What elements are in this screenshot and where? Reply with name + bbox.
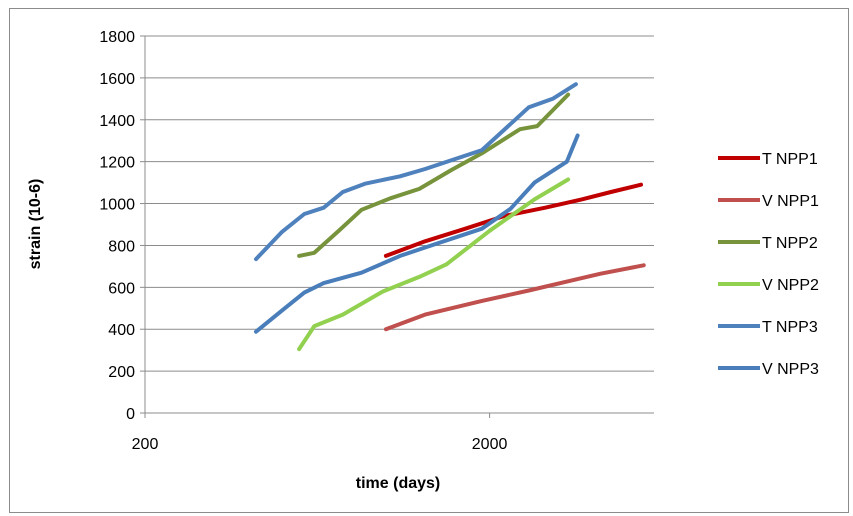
series-line-v-npp1 (383, 263, 646, 332)
legend-label: V NPP1 (762, 193, 819, 210)
y-tick-label: 200 (108, 364, 135, 381)
x-axis-title: time (days) (356, 475, 440, 492)
y-tick-label: 1800 (99, 29, 135, 46)
series-line-t-npp2 (297, 92, 571, 258)
x-tick-label: 200 (132, 436, 159, 453)
series-line-t-npp3 (254, 82, 578, 262)
y-tick-label: 1200 (99, 155, 135, 172)
y-tick-label: 400 (108, 322, 135, 339)
legend: T NPP1 V NPP1 T NPP2 V NPP2 T NPP3 V NPP3 (718, 151, 819, 378)
series-line-t-npp1 (383, 182, 643, 258)
y-tick-label: 1400 (99, 113, 135, 130)
series-line-v-npp2 (297, 177, 571, 352)
series-lines (254, 82, 646, 352)
chart-frame (9, 8, 849, 513)
y-axis-title: strain (10-6) (27, 179, 44, 270)
series-line-v-npp3 (254, 133, 580, 334)
gridlines (145, 35, 654, 372)
legend-label: T NPP2 (762, 235, 818, 252)
y-tick-label: 800 (108, 238, 135, 255)
tick-labels: 0 200 400 600 800 1000 1200 1400 1600 1800 200 2000 (99, 29, 507, 453)
legend-label: V NPP3 (762, 361, 819, 378)
legend-label: V NPP2 (762, 277, 819, 294)
y-tick-label: 0 (126, 406, 135, 423)
y-tick-label: 1000 (99, 197, 135, 214)
y-tick-label: 1600 (99, 71, 135, 88)
y-tick-label: 600 (108, 280, 135, 297)
x-tick-label: 2000 (472, 436, 508, 453)
axes (140, 35, 654, 418)
legend-label: T NPP1 (762, 151, 818, 168)
legend-label: T NPP3 (762, 319, 818, 336)
